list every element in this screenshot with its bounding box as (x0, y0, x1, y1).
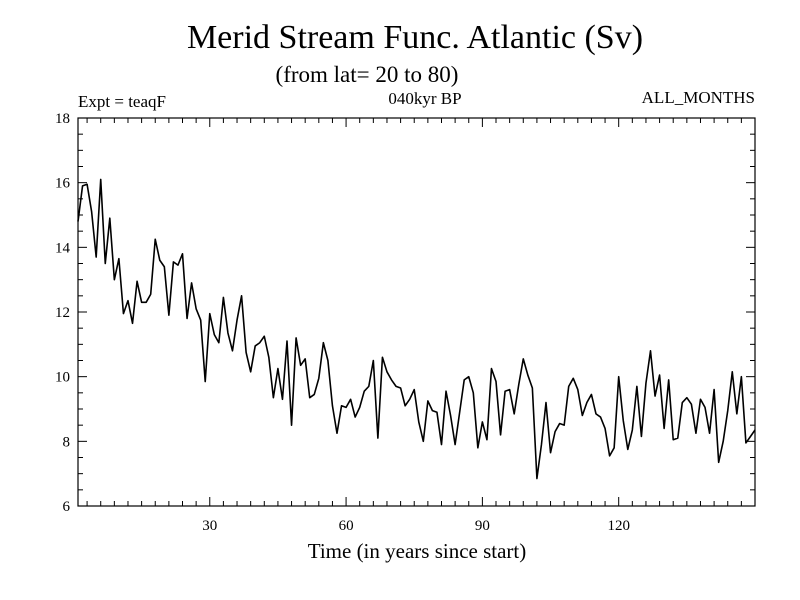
chart-subtitle: (from lat= 20 to 80) (276, 62, 459, 87)
y-tick-label: 18 (55, 111, 70, 127)
experiment-label: Expt = teaqF (78, 92, 166, 111)
period-label: 040kyr BP (388, 89, 461, 108)
y-tick-label: 6 (63, 499, 71, 515)
plot-frame (77, 117, 756, 507)
series-line (77, 178, 756, 480)
x-tick-label: 30 (202, 518, 217, 534)
x-tick-label: 60 (339, 518, 354, 534)
y-tick-label: 16 (55, 176, 71, 192)
y-tick-label: 8 (63, 434, 71, 450)
series-layer (77, 178, 756, 480)
x-axis-ticks: 30 60 90 120 (86, 118, 756, 534)
x-tick-label: 90 (475, 518, 490, 534)
y-tick-label: 12 (55, 305, 70, 321)
chart-title: Merid Stream Func. Atlantic (Sv) (187, 19, 643, 56)
y-tick-label: 10 (55, 370, 70, 386)
y-axis-ticks: 6 8 10 12 14 16 18 (55, 111, 755, 515)
x-tick-label: 120 (607, 518, 630, 534)
y-tick-label: 14 (55, 240, 71, 256)
x-axis-label: Time (in years since start) (308, 539, 527, 563)
months-label: ALL_MONTHS (642, 88, 755, 107)
